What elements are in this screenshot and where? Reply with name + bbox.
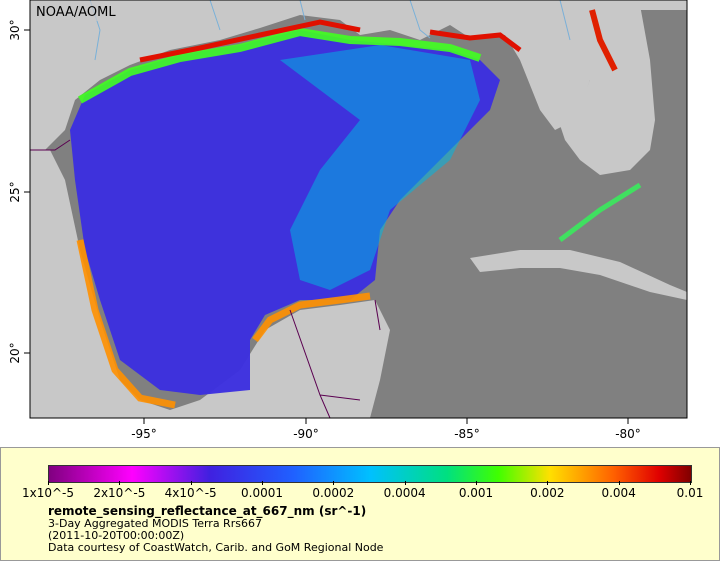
land-north	[30, 0, 687, 160]
lon-label: -85°	[454, 427, 480, 441]
colorbar-tick	[119, 481, 121, 485]
reflectance-coastal-band-mexico	[76, 239, 371, 409]
colorbar-label: 0.0001	[241, 486, 283, 500]
reflectance-florida-west	[589, 9, 618, 72]
colorbar-tick	[690, 481, 691, 485]
lon-ticks	[143, 418, 629, 424]
colorbar-label: 1x10^-5	[21, 486, 75, 500]
lat-ticks	[24, 29, 30, 354]
dataset-description: 3-Day Aggregated MODIS Terra Rrs667	[48, 517, 262, 530]
country-border	[30, 139, 381, 419]
land-mexico	[30, 150, 390, 418]
map-border	[29, 0, 688, 419]
lon-label: -80°	[615, 427, 641, 441]
colorbar-tick	[404, 481, 406, 485]
land-cuba	[470, 250, 687, 300]
river	[89, 0, 571, 61]
colorbar-tick	[476, 481, 477, 485]
colorbar-label: 0.002	[530, 486, 565, 500]
watermark-text: NOAA/AOML	[36, 5, 116, 20]
reflectance-coastal-band-north	[78, 27, 482, 104]
lon-label: -90°	[293, 427, 319, 441]
dataset-date: (2011-10-20T00:00:00Z)	[48, 529, 185, 542]
colorbar-tick	[190, 481, 192, 485]
colorbar-label: 4x10^-5	[164, 486, 217, 500]
colorbar-label: 0.01	[676, 486, 704, 500]
colorbar-tick	[618, 481, 620, 485]
reflectance-keys	[558, 182, 642, 242]
variable-name: remote_sensing_reflectance_at_667_nm (sr…	[48, 504, 367, 518]
colorbar-tick	[48, 481, 49, 485]
colorbar-label: 0.0002	[312, 486, 355, 500]
colorbar-tick	[547, 481, 549, 485]
colorbar	[48, 465, 692, 483]
legend-panel: 1x10^-5 2x10^-5 4x10^-5 0.0001 0.0002 0.0004 0…	[0, 447, 720, 561]
colorbar-tick	[262, 481, 263, 485]
lat-label: 20°	[8, 342, 22, 363]
lat-label: 25°	[8, 181, 22, 202]
colorbar-tick	[333, 481, 335, 485]
data-credit: Data courtesy of CoastWatch, Carib. and …	[48, 541, 384, 554]
colorbar-label: 0.0004	[383, 486, 426, 500]
land-florida	[560, 5, 655, 175]
reflectance-mid-band	[280, 45, 480, 290]
map-frame: NOAA/AOML -95° -90° -85° -80° 30° 25° 20…	[8, 0, 688, 441]
map-svg: NOAA/AOML -95° -90° -85° -80° 30° 25° 20…	[8, 0, 688, 441]
colorbar-label: 2x10^-5	[93, 486, 146, 500]
colorbar-label: 0.001	[458, 486, 494, 500]
lon-label: -95°	[131, 427, 157, 441]
colorbar-label: 0.004	[601, 486, 636, 500]
lat-label: 30°	[8, 19, 22, 40]
reflectance-coastal-high-north	[139, 19, 522, 63]
watermark-bg	[31, 1, 111, 21]
